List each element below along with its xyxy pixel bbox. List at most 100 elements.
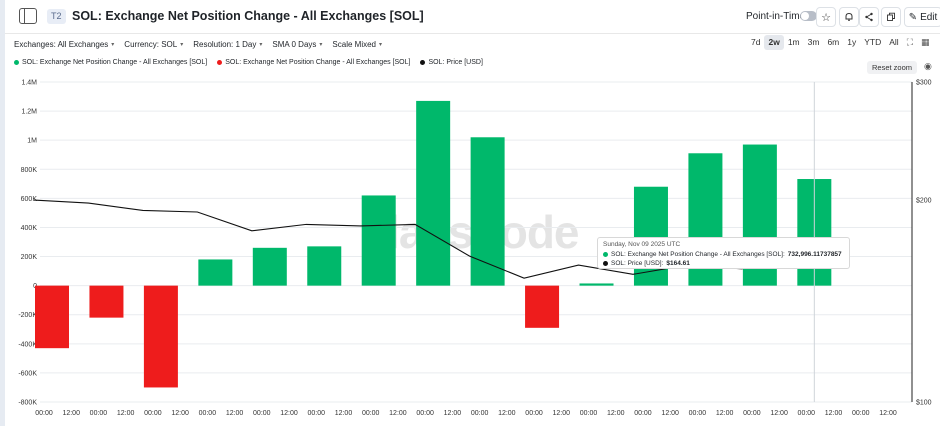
custom-range-icon[interactable]: ⛶: [906, 37, 913, 47]
range-7d[interactable]: 7d: [751, 37, 761, 47]
currency-dropdown[interactable]: Currency: SOL ▾: [124, 39, 184, 49]
legend-item-outflow[interactable]: SOL: Exchange Net Position Change - All …: [217, 59, 410, 66]
y-tick-label: 200K: [21, 254, 38, 261]
range-1y[interactable]: 1y: [847, 37, 857, 47]
x-tick-label: 00:00: [852, 410, 870, 417]
left-edge-strip: [0, 0, 5, 426]
legend-dot-icon: [14, 60, 19, 65]
y-right-tick-label: $300: [916, 80, 932, 87]
x-tick-label: 00:00: [416, 410, 434, 417]
y-tick-label: 1.2M: [21, 109, 37, 116]
x-tick-label: 12:00: [607, 410, 625, 417]
x-tick-label: 00:00: [35, 410, 53, 417]
bar-inflow: [198, 259, 233, 286]
range-2w[interactable]: 2w: [764, 35, 784, 50]
x-tick-label: 12:00: [879, 410, 897, 417]
x-tick-label: 00:00: [689, 410, 707, 417]
bar-inflow: [252, 247, 287, 286]
y-right-tick-label: $100: [916, 400, 932, 407]
y-tick-label: 1.4M: [21, 80, 37, 87]
reset-zoom-button[interactable]: Reset zoom: [867, 61, 918, 74]
x-tick-label: 12:00: [498, 410, 516, 417]
resolution-dropdown[interactable]: Resolution: 1 Day ▾: [193, 39, 263, 49]
tooltip-net-value: 732,996.11737857: [787, 251, 842, 258]
chevron-down-icon: ▾: [319, 41, 323, 48]
y-tick-label: -200K: [18, 312, 37, 319]
y-tick-label: 400K: [21, 225, 38, 232]
range-1m[interactable]: 1m: [787, 37, 800, 47]
tooltip-date: Sunday, Nov 09 2025 UTC: [603, 241, 681, 248]
chart-header: T2 SOL: Exchange Net Position Change - A…: [5, 0, 940, 34]
camera-icon[interactable]: ◉: [924, 61, 932, 71]
y-tick-label: 1M: [27, 138, 37, 145]
bar-inflow: [470, 137, 505, 286]
x-tick-label: 12:00: [389, 410, 407, 417]
scale-dropdown[interactable]: Scale Mixed ▾: [332, 39, 383, 49]
duplicate-icon[interactable]: [881, 7, 901, 27]
bar-outflow: [35, 285, 69, 349]
calendar-icon[interactable]: ▦: [921, 37, 930, 47]
x-tick-label: 12:00: [553, 410, 571, 417]
range-ytd[interactable]: YTD: [864, 37, 882, 47]
chevron-down-icon: ▾: [180, 41, 184, 48]
share-icon[interactable]: [859, 7, 879, 27]
y-right-tick-label: $200: [916, 198, 932, 205]
chevron-down-icon: ▾: [259, 41, 263, 48]
sma-dropdown[interactable]: SMA 0 Days ▾: [272, 39, 323, 49]
y-tick-label: -600K: [18, 370, 37, 377]
y-tick-label: -800K: [18, 400, 37, 407]
legend-item-price[interactable]: SOL: Price [USD]: [420, 59, 483, 66]
x-tick-label: 00:00: [253, 410, 271, 417]
x-tick-label: 00:00: [525, 410, 543, 417]
exchanges-dropdown[interactable]: Exchanges: All Exchanges ▾: [14, 39, 115, 49]
y-tick-label: 600K: [21, 196, 38, 203]
y-tick-label: 800K: [21, 167, 38, 174]
chart-tooltip: Sunday, Nov 09 2025 UTC SOL: Exchange Ne…: [597, 237, 850, 269]
tooltip-price-label: SOL: Price [USD]:: [611, 260, 664, 267]
tooltip-net-row: SOL: Exchange Net Position Change - All …: [603, 251, 844, 258]
x-tick-label: 00:00: [199, 410, 217, 417]
x-tick-label: 00:00: [743, 410, 761, 417]
time-range-selector: 7d 2w 1m 3m 6m 1y YTD All ⛶ ▦: [747, 35, 934, 50]
chevron-down-icon: ▾: [111, 41, 115, 48]
bar-inflow: [361, 195, 396, 286]
tooltip-net-label: SOL: Exchange Net Position Change - All …: [611, 251, 785, 258]
tooltip-dot-icon: [603, 261, 608, 266]
edit-button[interactable]: ✎ Edit: [904, 7, 940, 27]
legend-item-inflow[interactable]: SOL: Exchange Net Position Change - All …: [14, 59, 207, 66]
tooltip-price-value: $164.61: [666, 260, 690, 267]
y-tick-label: -400K: [18, 341, 37, 348]
sidebar-toggle-icon[interactable]: [19, 8, 37, 24]
bar-outflow: [525, 285, 560, 328]
bar-inflow: [416, 100, 451, 286]
x-tick-label: 00:00: [580, 410, 598, 417]
x-tick-label: 12:00: [716, 410, 734, 417]
x-tick-label: 12:00: [226, 410, 244, 417]
x-tick-label: 12:00: [825, 410, 843, 417]
tooltip-dot-icon: [603, 252, 608, 257]
x-tick-label: 12:00: [770, 410, 788, 417]
x-tick-label: 00:00: [798, 410, 816, 417]
x-tick-label: 00:00: [307, 410, 325, 417]
chart-controls: Exchanges: All Exchanges ▾ Currency: SOL ▾…: [14, 38, 382, 50]
watermark: glassnode: [360, 206, 580, 258]
x-tick-label: 00:00: [634, 410, 652, 417]
range-all[interactable]: All: [889, 37, 899, 47]
bar-outflow: [89, 285, 124, 318]
tier-badge: T2: [47, 9, 66, 24]
bar-inflow: [307, 246, 342, 286]
point-in-time-toggle[interactable]: [800, 11, 817, 21]
x-tick-label: 12:00: [62, 410, 80, 417]
x-tick-label: 00:00: [144, 410, 162, 417]
chart-title: SOL: Exchange Net Position Change - All …: [72, 9, 424, 23]
bell-icon[interactable]: [839, 7, 859, 27]
range-3m[interactable]: 3m: [807, 37, 820, 47]
pencil-icon: ✎: [908, 11, 918, 23]
x-tick-label: 12:00: [335, 410, 353, 417]
range-6m[interactable]: 6m: [827, 37, 840, 47]
edit-label: Edit: [920, 11, 938, 23]
star-icon[interactable]: ☆: [816, 7, 836, 27]
x-tick-label: 12:00: [280, 410, 298, 417]
x-tick-label: 00:00: [362, 410, 380, 417]
